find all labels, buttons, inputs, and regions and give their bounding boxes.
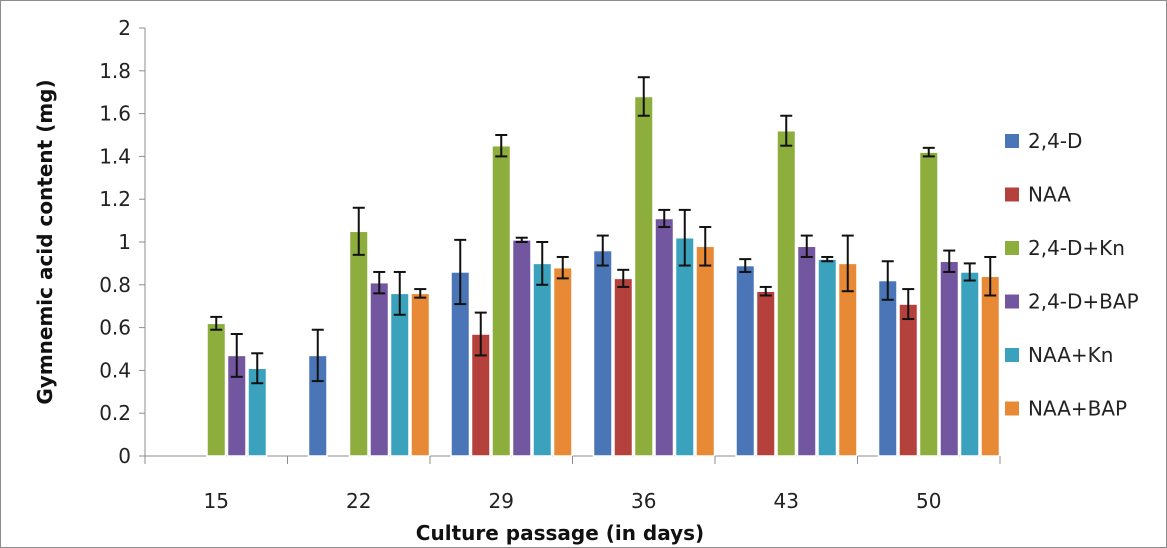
bar	[980, 275, 1001, 457]
legend-label: 2,4-D	[1028, 129, 1082, 153]
bar	[613, 277, 634, 457]
y-tick-label: 0.8	[99, 273, 131, 297]
bar	[695, 245, 716, 457]
y-tick-label: 1.4	[99, 144, 131, 168]
bar	[755, 290, 776, 457]
y-axis-title: Gymnemic acid content (mg)	[33, 79, 57, 404]
legend: 2,4-D NAA 2,4-D+Kn 2,4-D+BAP NAA+Kn NAA+BAP	[1005, 129, 1139, 421]
y-tick-label: 0	[118, 444, 131, 468]
bar	[654, 217, 675, 457]
bar	[735, 264, 756, 457]
bar	[796, 245, 817, 457]
legend-swatch	[1005, 294, 1019, 309]
bar	[817, 258, 838, 457]
bar	[592, 249, 613, 457]
bar	[898, 303, 919, 457]
y-tick-label: 1.2	[99, 187, 131, 211]
x-tick-label: 36	[631, 489, 656, 513]
legend-swatch	[1005, 134, 1019, 148]
y-tick-label: 0.6	[99, 316, 131, 340]
x-tick-label: 22	[346, 489, 371, 513]
bar	[206, 322, 227, 457]
y-tick-label: 0.2	[99, 401, 131, 425]
y-tick-label: 1.8	[99, 59, 131, 83]
bar	[389, 292, 410, 457]
bar	[939, 260, 960, 457]
bar	[348, 230, 369, 457]
legend-swatch	[1005, 241, 1019, 255]
x-tick-label: 15	[204, 489, 229, 513]
legend-swatch	[1005, 187, 1019, 202]
bar	[511, 239, 532, 457]
bar	[410, 292, 431, 457]
legend-swatch	[1005, 401, 1019, 416]
legend-swatch	[1005, 348, 1019, 362]
bar	[918, 151, 939, 457]
bars	[206, 76, 1001, 457]
legend-label: 2,4-D+BAP	[1028, 290, 1139, 314]
y-tick-label: 0.4	[99, 358, 131, 382]
x-tick-label: 50	[916, 489, 941, 513]
bar	[532, 262, 553, 457]
x-tick-label: 43	[774, 489, 799, 513]
bar	[491, 144, 512, 457]
legend-label: NAA+Kn	[1028, 343, 1113, 367]
bar	[959, 271, 980, 457]
y-axis-ticks: 0 0.2 0.4 0.6 0.8 1 1.2 1.4 1.6 1.8 2	[99, 16, 145, 468]
bar	[369, 281, 390, 457]
legend-label: NAA	[1028, 183, 1071, 207]
bar	[674, 236, 695, 457]
y-tick-label: 1.6	[99, 102, 131, 126]
bar	[552, 266, 573, 457]
x-axis-ticks: 15 22 29 36 43 50	[144, 456, 1001, 513]
bar	[877, 279, 898, 457]
bar	[837, 262, 858, 457]
bar	[633, 95, 654, 457]
x-tick-label: 29	[489, 489, 514, 513]
x-axis-title: Culture passage (in days)	[416, 521, 704, 545]
y-tick-label: 2	[118, 16, 131, 40]
bar	[776, 129, 797, 457]
y-tick-label: 1	[118, 230, 131, 254]
legend-label: 2,4-D+Kn	[1028, 236, 1125, 260]
legend-label: NAA+BAP	[1028, 397, 1127, 421]
